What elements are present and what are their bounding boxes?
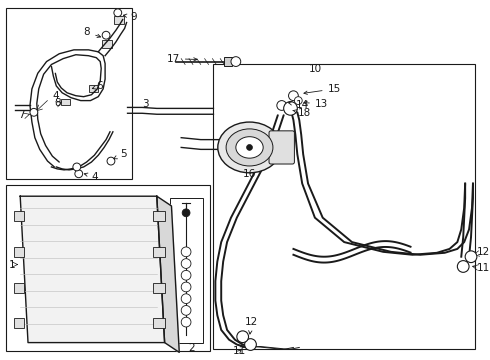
Circle shape [102,31,110,39]
Circle shape [246,144,252,150]
Bar [14,318,24,328]
Bar [153,211,165,221]
Circle shape [457,261,469,272]
Bar [61,99,70,105]
Text: 14: 14 [289,100,309,111]
Text: 16: 16 [243,169,256,179]
Text: 11: 11 [477,264,490,274]
Text: 12: 12 [477,247,490,257]
Text: 11: 11 [233,346,246,356]
Bar [171,198,203,343]
Text: 1: 1 [8,260,15,270]
Text: 8: 8 [54,98,61,108]
Bar [14,211,24,221]
Text: 10: 10 [309,64,322,75]
Bar [5,185,211,351]
Text: 17: 17 [167,54,197,64]
Bar [153,247,165,257]
Text: 4: 4 [84,172,98,182]
Circle shape [237,331,248,343]
Polygon shape [157,196,179,352]
Text: 5: 5 [114,149,126,159]
Circle shape [181,317,191,327]
Ellipse shape [218,122,281,173]
Circle shape [181,270,191,280]
Bar [14,283,24,293]
Text: 3: 3 [142,99,149,108]
Circle shape [284,102,297,115]
Text: 13: 13 [304,99,328,108]
Ellipse shape [226,129,273,166]
Circle shape [465,251,477,262]
Bar [224,57,232,67]
Text: 12: 12 [245,317,258,334]
Circle shape [289,91,298,100]
Bar [14,247,24,257]
Bar [114,16,123,23]
Circle shape [75,170,83,178]
Circle shape [107,157,115,165]
Text: 6: 6 [92,81,103,91]
Circle shape [181,294,191,303]
Circle shape [231,57,241,67]
Circle shape [277,100,287,111]
Bar [102,40,112,48]
Text: 15: 15 [304,84,341,94]
Circle shape [114,9,122,17]
Ellipse shape [236,137,263,158]
Text: 4: 4 [52,91,59,101]
Circle shape [181,247,191,257]
Text: 2: 2 [188,343,195,354]
Text: 8: 8 [84,27,100,37]
Circle shape [294,97,302,104]
Text: 9: 9 [123,12,137,22]
Circle shape [73,163,81,171]
Text: 7: 7 [18,110,25,120]
Circle shape [182,209,190,217]
Polygon shape [20,196,165,343]
Circle shape [30,108,38,116]
Circle shape [181,282,191,292]
Bar [214,63,475,350]
FancyBboxPatch shape [269,131,294,164]
Circle shape [181,259,191,269]
Bar [153,318,165,328]
Text: 18: 18 [293,108,312,118]
Bar [153,283,165,293]
Bar [5,8,132,179]
Bar [90,85,98,92]
Circle shape [245,339,256,350]
Circle shape [181,306,191,315]
